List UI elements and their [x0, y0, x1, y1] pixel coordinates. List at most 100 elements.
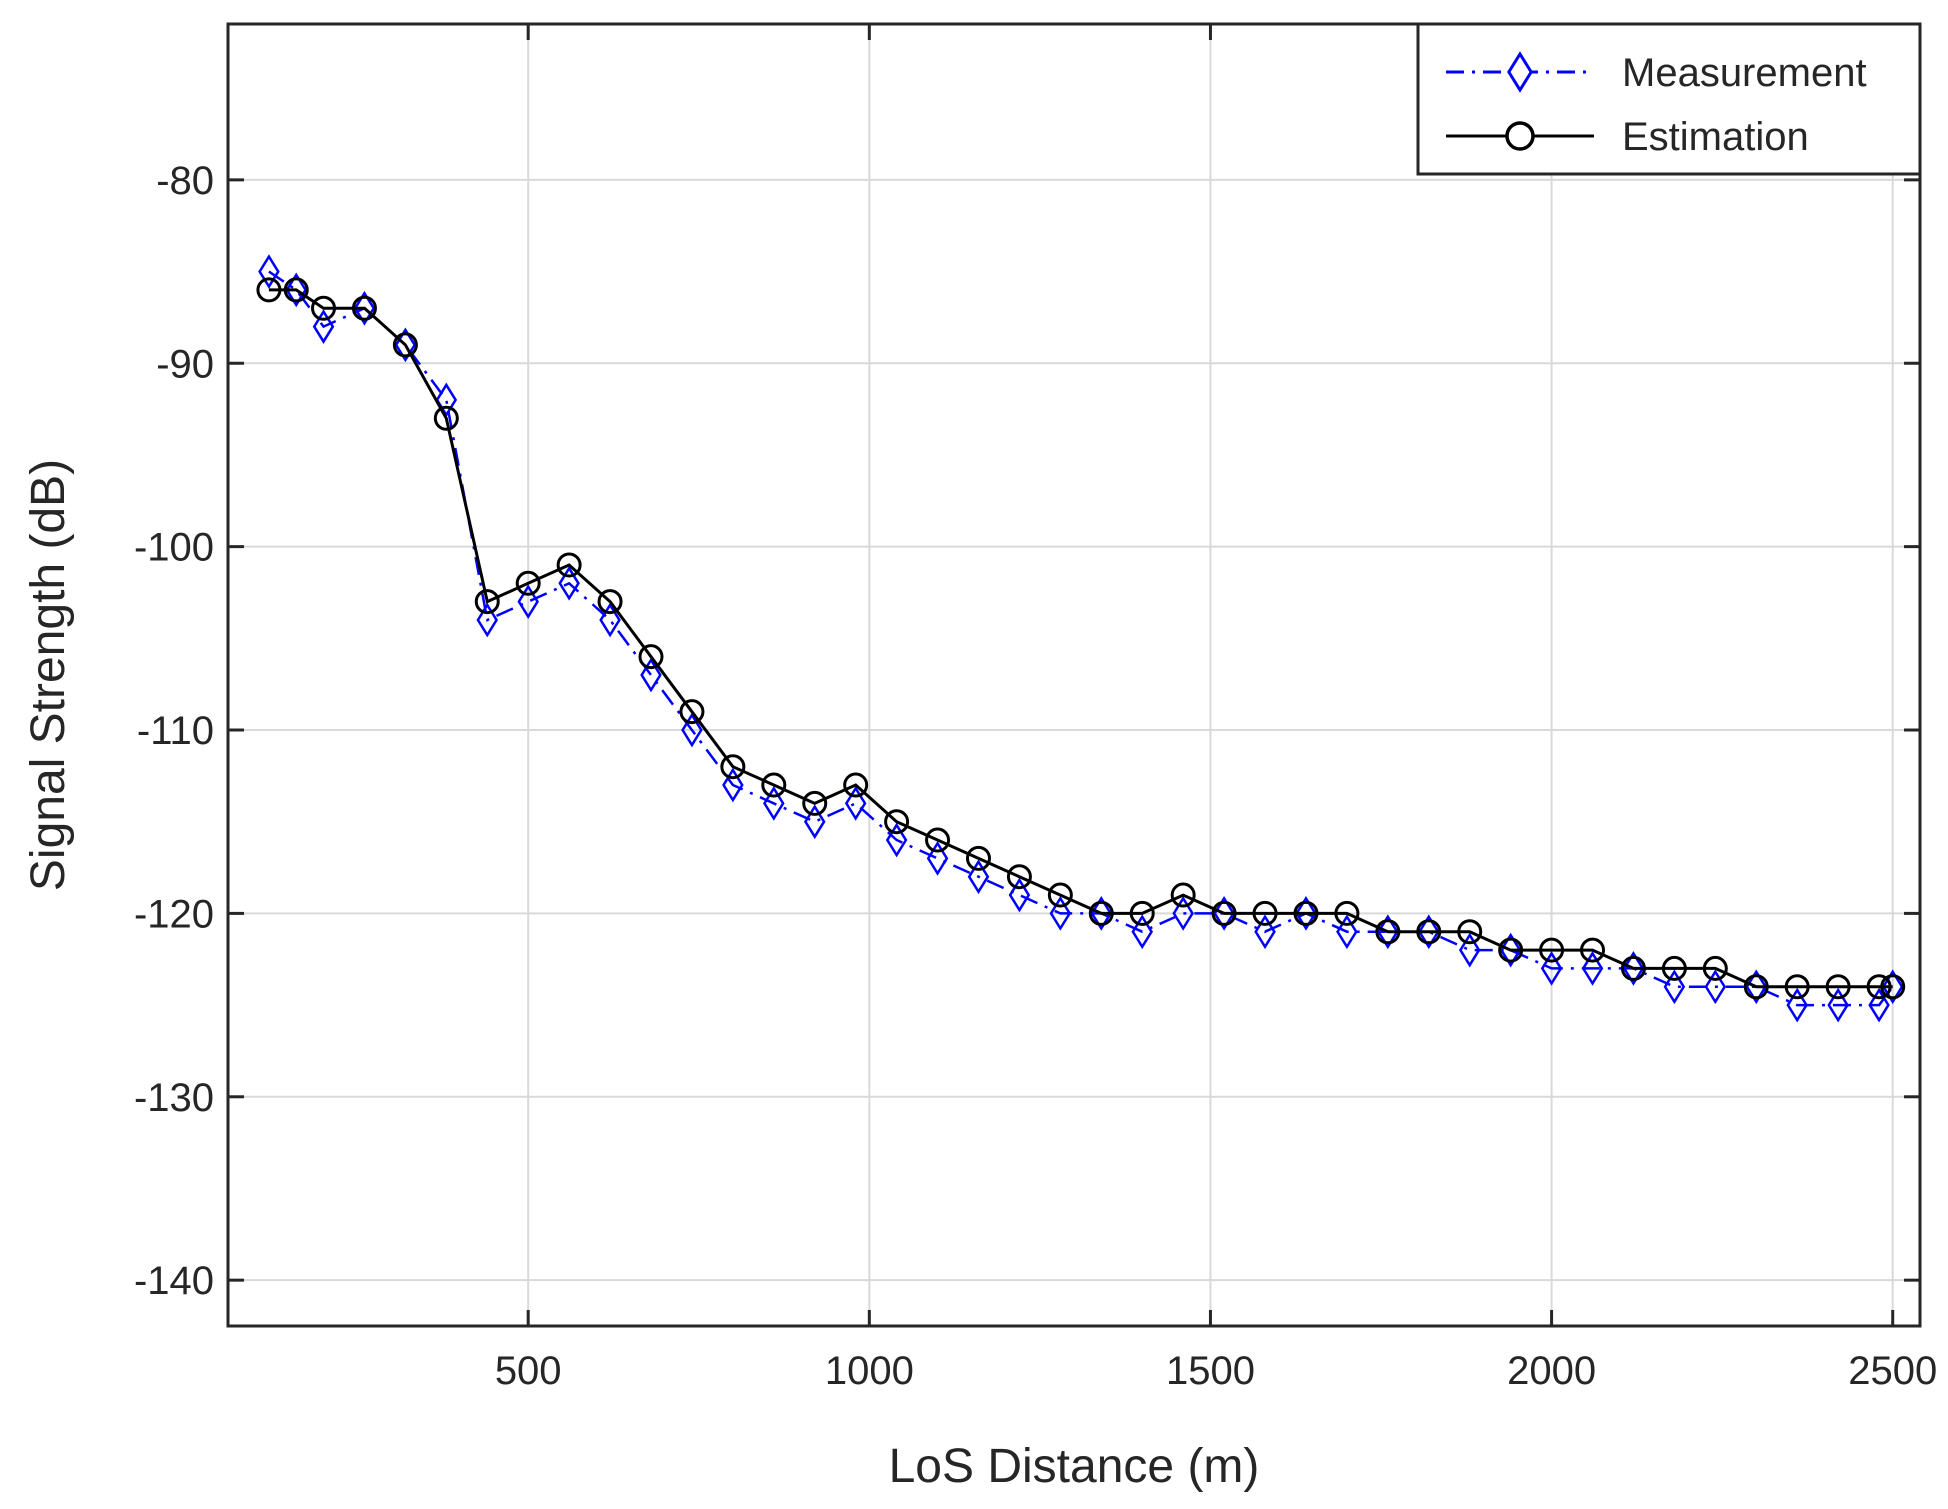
- data-point-estimation: [1047, 882, 1073, 908]
- y-tick-label: -130: [134, 1076, 214, 1120]
- data-point-measurement: [517, 584, 539, 620]
- data-point-measurement: [1213, 896, 1235, 931]
- data-point-estimation: [843, 772, 869, 798]
- data-point-measurement: [763, 785, 785, 821]
- legend-label-estimation: Estimation: [1622, 115, 1809, 159]
- data-point-estimation: [1252, 900, 1278, 926]
- data-point-measurement: [640, 657, 662, 693]
- y-tick-label: -90: [156, 342, 214, 386]
- data-point-estimation: [1375, 919, 1401, 945]
- data-point-estimation: [1088, 900, 1114, 926]
- data-point-estimation: [1170, 882, 1196, 908]
- data-point-estimation: [1866, 974, 1892, 1000]
- data-point-estimation: [884, 809, 910, 835]
- series-line-estimation: [268, 288, 1893, 989]
- data-point-estimation: [1880, 974, 1906, 1000]
- data-point-measurement: [1090, 896, 1113, 931]
- data-point-measurement: [258, 254, 280, 289]
- data-point-estimation: [351, 295, 377, 321]
- data-point-estimation: [1129, 900, 1155, 926]
- data-point-measurement: [967, 859, 990, 895]
- legend-marker-measurement: [1507, 51, 1533, 93]
- data-point-estimation: [392, 332, 418, 358]
- data-point-estimation: [1211, 900, 1237, 926]
- x-tick-label: 1000: [825, 1349, 914, 1393]
- data-point-measurement: [285, 272, 307, 308]
- grid-layer: [228, 24, 1920, 1326]
- data-point-measurement: [312, 309, 335, 344]
- data-point-measurement: [1540, 951, 1563, 986]
- data-point-measurement: [1417, 914, 1440, 950]
- data-point-measurement: [1377, 914, 1399, 950]
- data-point-estimation: [720, 754, 746, 780]
- x-tick-label: 500: [495, 1349, 562, 1393]
- data-point-measurement: [1458, 932, 1481, 968]
- data-point-measurement: [1008, 877, 1031, 913]
- data-point-measurement: [558, 565, 580, 601]
- data-point-measurement: [1786, 987, 1808, 1023]
- data-point-estimation: [1006, 864, 1032, 890]
- data-point-estimation: [474, 589, 500, 615]
- data-point-measurement: [1704, 969, 1727, 1005]
- data-point-measurement: [1827, 987, 1849, 1023]
- data-point-measurement: [1663, 969, 1686, 1005]
- data-point-measurement: [1499, 932, 1522, 968]
- data-point-estimation: [311, 295, 337, 321]
- legend-marker-estimation: [1505, 121, 1535, 151]
- data-point-estimation: [1293, 900, 1319, 926]
- x-tick-label: 2500: [1848, 1349, 1937, 1393]
- x-axis-title: LoS Distance (m): [889, 1440, 1260, 1493]
- data-point-estimation: [802, 790, 828, 816]
- data-point-measurement: [722, 767, 744, 803]
- data-point-measurement: [1295, 896, 1317, 931]
- data-point-estimation: [1620, 955, 1646, 981]
- data-point-measurement: [1745, 969, 1768, 1005]
- plot-area-frame: [226, 22, 1922, 1328]
- data-point-estimation: [1457, 919, 1483, 945]
- data-point-measurement: [1172, 896, 1194, 931]
- data-point-estimation: [283, 277, 309, 303]
- data-point-estimation: [1702, 955, 1728, 981]
- y-tick-label: -110: [137, 709, 214, 753]
- legend-label-measurement: Measurement: [1622, 51, 1867, 95]
- data-point-estimation: [638, 644, 664, 670]
- data-point-estimation: [1416, 919, 1442, 945]
- data-point-measurement: [1049, 896, 1072, 931]
- data-point-estimation: [1825, 974, 1851, 1000]
- data-point-measurement: [926, 841, 949, 876]
- data-point-estimation: [433, 405, 459, 431]
- data-point-measurement: [885, 822, 908, 858]
- data-point-estimation: [1661, 955, 1687, 981]
- legend: Measurement Estimation: [1416, 22, 1922, 176]
- data-point-estimation: [1498, 937, 1524, 963]
- data-point-estimation: [1743, 974, 1769, 1000]
- series-layer: [256, 254, 1906, 1023]
- data-point-estimation: [1539, 937, 1565, 963]
- data-point-measurement: [1622, 951, 1645, 986]
- data-point-estimation: [1784, 974, 1810, 1000]
- y-tick-label: -80: [156, 159, 214, 203]
- data-point-measurement: [1881, 969, 1904, 1005]
- data-point-estimation: [761, 772, 787, 798]
- data-point-measurement: [353, 290, 376, 326]
- data-point-estimation: [556, 552, 582, 578]
- y-axis-title: Signal Strength (dB): [22, 459, 75, 891]
- data-point-measurement: [476, 602, 499, 638]
- data-point-measurement: [681, 712, 703, 748]
- data-point-measurement: [1336, 914, 1358, 950]
- x-tick-label: 2000: [1507, 1349, 1596, 1393]
- data-point-measurement: [1581, 951, 1604, 986]
- x-tick-label: 1500: [1166, 1349, 1255, 1393]
- y-tick-label: -140: [134, 1259, 214, 1303]
- data-point-measurement: [1254, 914, 1276, 950]
- data-point-measurement: [1131, 914, 1154, 950]
- data-point-estimation: [597, 589, 623, 615]
- data-point-measurement: [844, 785, 867, 821]
- data-point-measurement: [803, 804, 826, 840]
- data-point-estimation: [1580, 937, 1606, 963]
- data-point-estimation: [925, 827, 951, 853]
- data-point-measurement: [435, 382, 458, 418]
- data-point-estimation: [965, 845, 991, 871]
